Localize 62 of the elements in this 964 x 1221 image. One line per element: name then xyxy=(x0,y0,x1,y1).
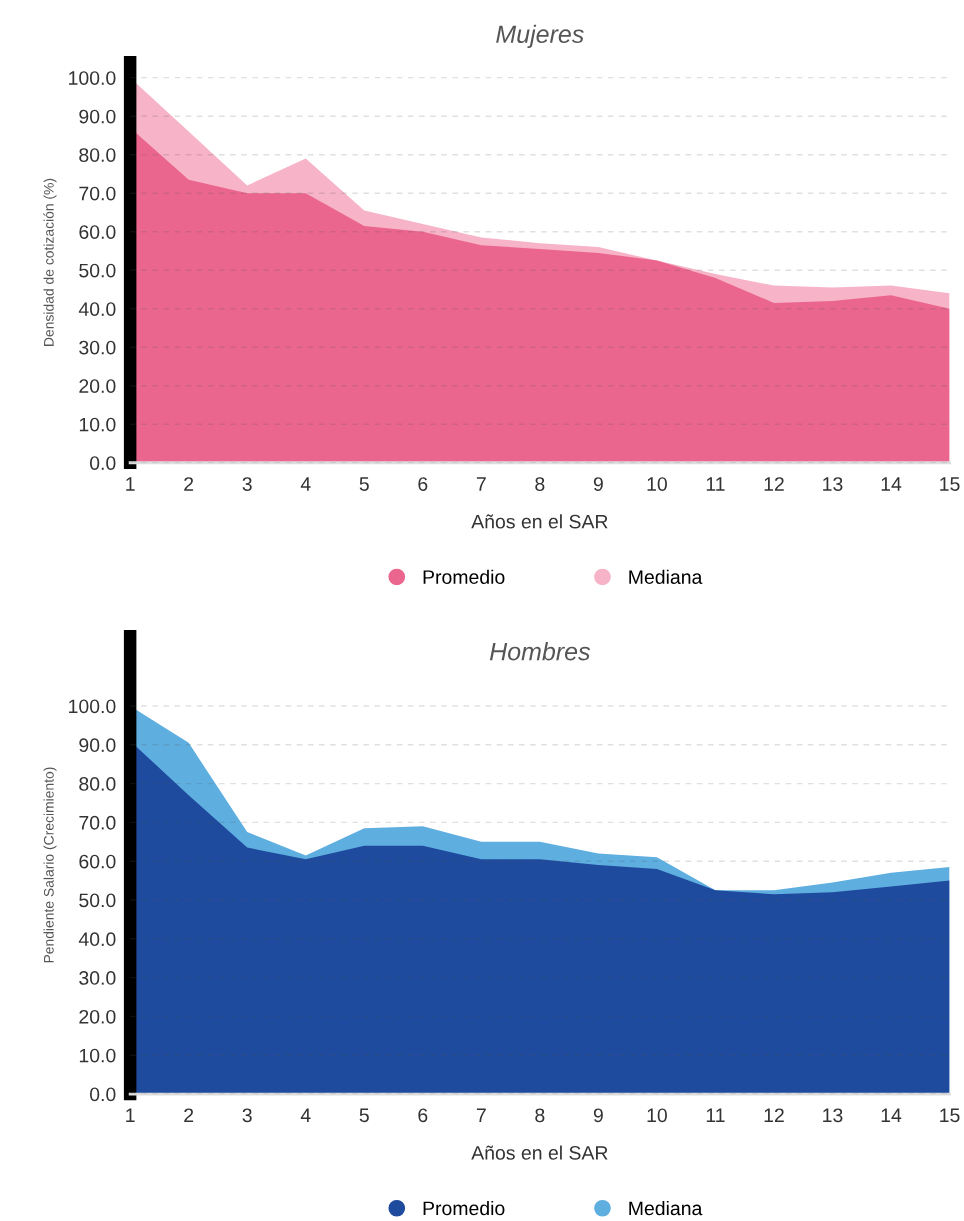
y-tick-label: 100.0 xyxy=(69,699,116,714)
x-tick-label: 15 xyxy=(940,1108,960,1123)
legend-label: Promedio xyxy=(423,569,505,584)
legend-label: Promedio xyxy=(423,1200,505,1216)
x-tick-label: 12 xyxy=(764,477,784,491)
y-tick-label: 10.0 xyxy=(79,1048,116,1063)
y-tick-label: 30.0 xyxy=(79,340,116,355)
x-tick-label: 11 xyxy=(706,1108,725,1122)
x-tick-label: 3 xyxy=(242,477,252,491)
x-tick-label: 13 xyxy=(823,1108,843,1123)
x-tick-label: 2 xyxy=(184,1108,194,1122)
y-tick-label: 40.0 xyxy=(78,932,116,947)
x-tick-label: 14 xyxy=(881,477,902,491)
x-tick-label: 4 xyxy=(300,477,311,491)
x-tick-label: 8 xyxy=(535,1108,545,1123)
x-tick-label: 5 xyxy=(359,477,369,491)
x-tick-label: 10 xyxy=(647,1108,667,1123)
x-tick-label: 8 xyxy=(535,477,545,491)
y-tick-label: 90.0 xyxy=(79,109,116,124)
y-tick-label: 10.0 xyxy=(79,417,116,432)
y-tick-label: 50.0 xyxy=(79,263,116,278)
x-tick-label: 6 xyxy=(418,477,428,491)
x-tick-label: 1 xyxy=(126,1108,135,1122)
y-tick-label: 90.0 xyxy=(79,738,116,753)
y-tick-label: 50.0 xyxy=(79,893,116,908)
x-tick-label: 7 xyxy=(476,477,486,491)
x-tick-label: 10 xyxy=(647,477,667,491)
y-tick-label: 60.0 xyxy=(79,854,116,869)
y-tick-label: 70.0 xyxy=(79,815,116,830)
x-tick-label: 9 xyxy=(593,1108,603,1123)
x-tick-label: 5 xyxy=(359,1108,369,1123)
y-tick-label: 0.0 xyxy=(89,456,116,470)
y-tick-label: 100.0 xyxy=(69,71,116,85)
y-tick-label: 70.0 xyxy=(79,186,116,201)
y-axis-title: Densidad de cotización (%) xyxy=(43,178,57,346)
y-tick-label: 60.0 xyxy=(79,225,116,239)
y-tick-label: 30.0 xyxy=(79,971,116,985)
x-tick-label: 7 xyxy=(476,1108,486,1122)
y-tick-label: 40.0 xyxy=(78,302,116,316)
x-tick-label: 6 xyxy=(418,1108,428,1123)
y-tick-label: 80.0 xyxy=(79,777,116,791)
chart-title: Mujeres xyxy=(496,24,584,49)
x-tick-label: 13 xyxy=(823,477,843,491)
x-tick-label: 14 xyxy=(881,1108,902,1122)
legend-label: Mediana xyxy=(629,569,703,584)
y-tick-label: 20.0 xyxy=(79,1009,116,1024)
x-tick-label: 3 xyxy=(242,1108,252,1123)
legend-label: Mediana xyxy=(629,1200,703,1216)
y-axis-title: Pendiente Salario (Crecimiento) xyxy=(43,767,57,963)
y-tick-label: 80.0 xyxy=(79,148,116,162)
x-tick-label: 12 xyxy=(764,1108,784,1122)
y-tick-label: 20.0 xyxy=(79,379,116,393)
x-tick-label: 2 xyxy=(184,477,194,491)
x-tick-label: 11 xyxy=(706,477,725,491)
x-tick-label: 9 xyxy=(593,477,603,491)
x-tick-label: 1 xyxy=(126,477,135,491)
x-tick-label: 15 xyxy=(940,477,960,491)
x-axis-title: Años en el SAR xyxy=(471,1145,608,1160)
x-tick-label: 4 xyxy=(300,1108,311,1122)
chart-title: Hombres xyxy=(489,642,591,661)
x-axis-title: Años en el SAR xyxy=(471,514,608,529)
y-tick-label: 0.0 xyxy=(89,1087,116,1102)
